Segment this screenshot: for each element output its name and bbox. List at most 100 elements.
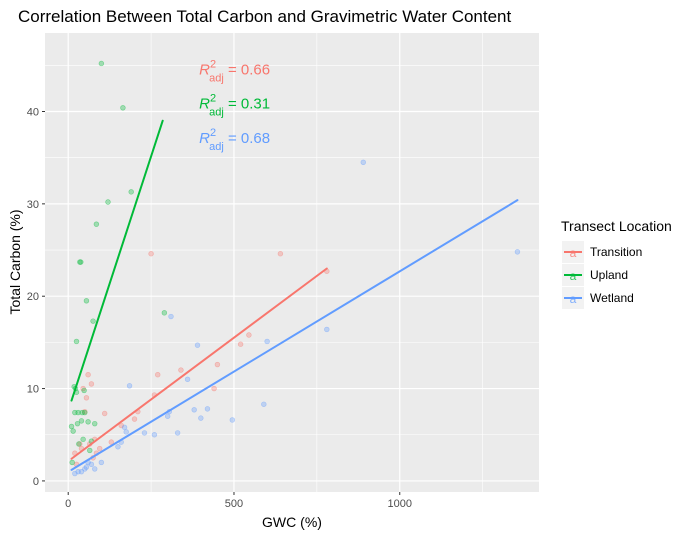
point-upland bbox=[105, 199, 111, 205]
point-upland bbox=[73, 338, 80, 345]
point-upland bbox=[128, 189, 134, 195]
y-tick-label: 30 bbox=[27, 199, 39, 211]
y-axis-ticks: 0 10 20 30 40 bbox=[27, 107, 45, 488]
point-wetland bbox=[194, 342, 201, 348]
point-transition bbox=[80, 385, 86, 392]
point-wetland bbox=[164, 413, 171, 419]
point-upland bbox=[68, 423, 75, 430]
point-transition bbox=[211, 385, 217, 392]
point-transition bbox=[178, 367, 184, 373]
point-upland bbox=[85, 419, 91, 425]
grid-minor bbox=[45, 33, 539, 492]
point-wetland bbox=[115, 444, 121, 450]
point-wetland bbox=[174, 430, 181, 436]
point-wetland bbox=[264, 338, 270, 345]
point-wetland bbox=[360, 159, 366, 165]
y-tick-label: 0 bbox=[33, 476, 39, 488]
point-upland bbox=[78, 418, 85, 424]
legend-glyph-wetland: a bbox=[570, 292, 577, 306]
point-wetland bbox=[121, 424, 128, 431]
point-upland bbox=[90, 318, 96, 324]
fit-line-wetland bbox=[70, 199, 519, 471]
point-transition bbox=[277, 251, 284, 257]
point-wetland bbox=[141, 430, 148, 436]
point-wetland bbox=[204, 406, 211, 412]
x-axis-title: GWC (%) bbox=[262, 514, 322, 530]
point-transition bbox=[131, 416, 138, 422]
fit-line-transition bbox=[70, 267, 328, 460]
point-wetland bbox=[83, 464, 90, 470]
point-upland bbox=[161, 310, 168, 316]
legend-label-wetland: Wetland bbox=[590, 291, 634, 305]
r2-annotation-3: R2 adj = 0.68 bbox=[199, 127, 270, 153]
point-transition bbox=[155, 372, 161, 378]
point-wetland bbox=[168, 313, 174, 320]
legend-glyph-upland: a bbox=[570, 269, 577, 283]
point-upland bbox=[120, 105, 126, 111]
point-transition bbox=[97, 445, 103, 452]
point-transition bbox=[101, 410, 108, 417]
point-wetland bbox=[514, 249, 521, 255]
point-transition bbox=[246, 332, 252, 338]
chart-title: Correlation Between Total Carbon and Gra… bbox=[18, 7, 512, 26]
legend-label-upland: Upland bbox=[590, 268, 628, 282]
x-axis-ticks: 0 500 1000 bbox=[65, 492, 412, 510]
y-tick-label: 10 bbox=[27, 384, 39, 396]
y-tick-label: 40 bbox=[27, 107, 39, 119]
point-transition bbox=[214, 361, 221, 368]
x-tick-label: 0 bbox=[65, 498, 71, 510]
point-upland bbox=[92, 420, 98, 427]
point-transition bbox=[82, 408, 88, 415]
point-upland bbox=[77, 259, 83, 265]
point-upland bbox=[69, 459, 75, 466]
point-transition bbox=[108, 439, 115, 445]
point-wetland bbox=[72, 470, 78, 477]
r2-annotations: R2 adj = 0.66 R2 adj = 0.31 R2 adj = 0.68 bbox=[199, 59, 270, 153]
point-wetland bbox=[78, 468, 85, 475]
legend-title: Transect Location bbox=[561, 218, 672, 234]
point-wetland bbox=[82, 466, 88, 472]
x-tick-label: 1000 bbox=[388, 498, 412, 510]
grid-major bbox=[45, 33, 539, 492]
point-upland bbox=[79, 409, 85, 416]
point-upland bbox=[75, 409, 81, 416]
fit-lines bbox=[70, 119, 519, 471]
data-points bbox=[68, 60, 521, 477]
point-wetland bbox=[88, 461, 95, 467]
point-wetland bbox=[324, 326, 330, 333]
point-upland bbox=[70, 428, 76, 434]
point-upland bbox=[80, 436, 86, 443]
y-tick-label: 20 bbox=[27, 291, 39, 303]
point-wetland bbox=[261, 401, 267, 407]
r2-annotation-2: R2 adj = 0.31 bbox=[199, 93, 270, 119]
y-axis-title: Total Carbon (%) bbox=[7, 209, 23, 314]
legend-glyph-transition: a bbox=[570, 246, 577, 260]
r2-annotation-1: R2 adj = 0.66 bbox=[199, 59, 270, 85]
point-transition bbox=[148, 251, 154, 257]
point-upland bbox=[98, 60, 105, 67]
point-upland bbox=[93, 221, 100, 227]
legend-label-transition: Transition bbox=[590, 245, 642, 259]
plot-panel bbox=[45, 33, 539, 492]
fit-line-upland bbox=[70, 119, 164, 402]
point-transition bbox=[237, 341, 244, 347]
point-upland bbox=[82, 409, 88, 416]
point-upland bbox=[72, 409, 78, 416]
point-upland bbox=[83, 298, 90, 304]
point-transition bbox=[88, 381, 95, 387]
point-wetland bbox=[98, 459, 105, 466]
point-wetland bbox=[151, 432, 158, 438]
point-wetland bbox=[198, 415, 204, 421]
point-wetland bbox=[92, 466, 98, 472]
point-wetland bbox=[184, 376, 191, 383]
point-wetland bbox=[229, 417, 236, 423]
point-upland bbox=[78, 259, 84, 265]
point-transition bbox=[77, 441, 83, 447]
point-upland bbox=[81, 387, 87, 394]
point-wetland bbox=[191, 407, 197, 413]
point-wetland bbox=[126, 383, 133, 389]
point-wetland bbox=[123, 429, 129, 435]
point-wetland bbox=[75, 468, 81, 475]
